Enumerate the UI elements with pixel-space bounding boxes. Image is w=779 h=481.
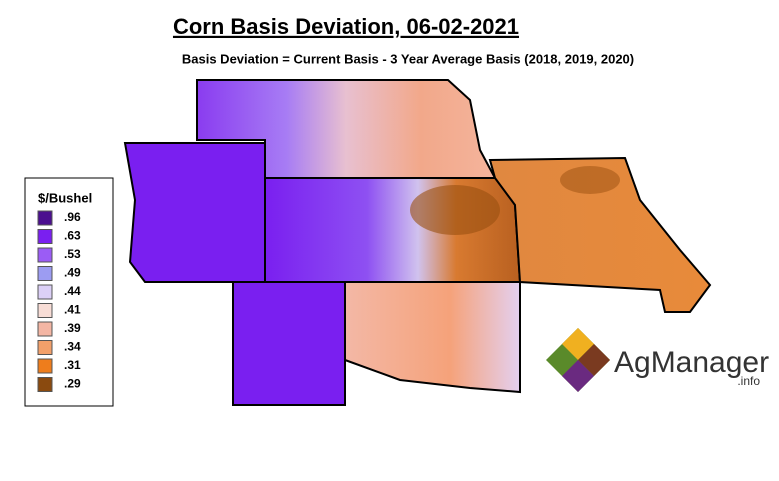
legend-label: .96 (64, 210, 81, 224)
legend-swatch (37, 229, 53, 244)
legend-label: .31 (64, 358, 81, 372)
title: Corn Basis Deviation, 06-02-2021 (173, 14, 519, 39)
subtitle: Basis Deviation = Current Basis - 3 Year… (182, 51, 634, 66)
legend-label: .29 (64, 377, 81, 391)
legend-swatch (37, 210, 53, 226)
legend-label: .39 (64, 321, 81, 335)
dark-region (560, 166, 620, 194)
legend-swatch (37, 358, 53, 374)
logo-suffix: .info (737, 374, 760, 388)
missouri (488, 156, 712, 313)
legend-swatch (37, 284, 53, 300)
legend-swatch (37, 340, 53, 355)
legend-label: .41 (64, 303, 81, 317)
legend-label: .63 (64, 229, 81, 243)
dark-region (410, 185, 500, 235)
legend-swatch (37, 266, 53, 281)
logo: AgManager .info (546, 328, 769, 392)
legend-label: .53 (64, 247, 81, 261)
logo-name: AgManager (614, 346, 769, 379)
legend-label: .44 (64, 284, 81, 298)
legend-swatch (37, 321, 53, 337)
oklahoma (344, 281, 521, 394)
legend-swatch (37, 247, 53, 263)
texas-panhandle (232, 281, 346, 406)
legend-items: .96 .63 .53 .49 .44 .41 .39 .34 .31 .29 (37, 210, 81, 392)
legend-swatch (37, 303, 53, 318)
legend-label: .49 (64, 266, 81, 280)
colorado (123, 142, 266, 283)
logo-mark (562, 360, 594, 392)
legend-title: $/Bushel (38, 190, 92, 205)
legend-label: .34 (64, 340, 81, 354)
legend-swatch (37, 377, 53, 392)
